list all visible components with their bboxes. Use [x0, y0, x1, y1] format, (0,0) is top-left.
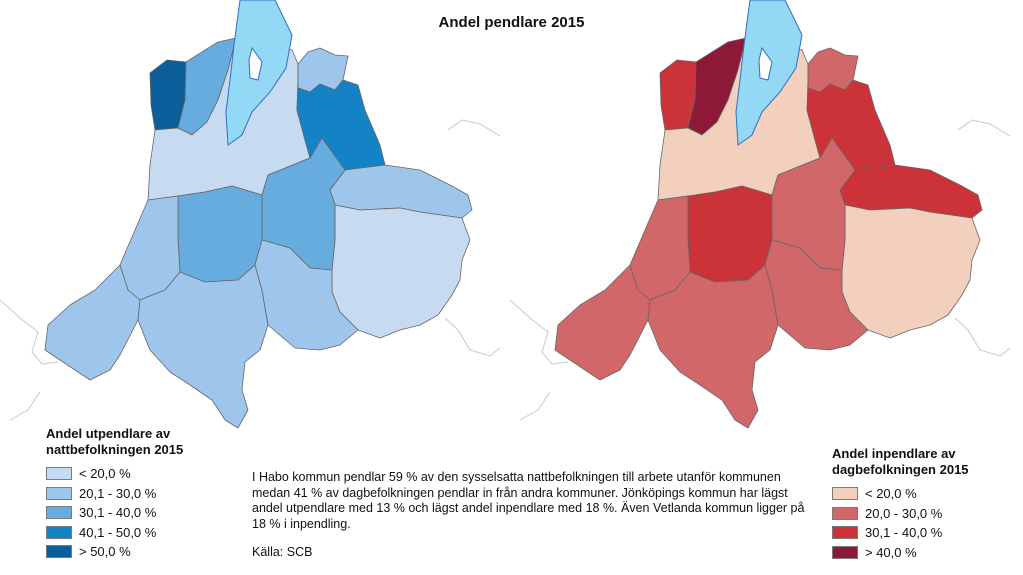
inpendling-legend-title: Andel inpendlare av dagbefolkningen 2015: [832, 446, 969, 477]
inpendling-legend-swatch: [832, 506, 858, 520]
inpendling-map: [509, 0, 1011, 429]
inpendling-legend: Andel inpendlare av dagbefolkningen 2015…: [832, 446, 969, 562]
outpendling-legend-item: < 20,0 %: [46, 464, 183, 484]
surrounding-boundary: [954, 317, 1011, 357]
inpendling-legend-item: < 20,0 %: [832, 484, 969, 504]
inpendling-legend-swatch: [832, 545, 858, 559]
outpendling-legend-item: 20,1 - 30,0 %: [46, 484, 183, 504]
region-south-east: [764, 239, 869, 351]
surrounding-boundary: [957, 119, 1011, 137]
outpendling-legend-item: 40,1 - 50,0 %: [46, 523, 183, 543]
surrounding-boundary: [519, 391, 551, 421]
region-vetlanda: [841, 204, 981, 339]
outpendling-legend-swatch: [46, 506, 72, 520]
outpendling-legend-swatch: [46, 486, 72, 500]
outpendling-legend-swatch: [46, 525, 72, 539]
region-northeast: [296, 79, 386, 171]
outpendling-legend-label: 30,1 - 40,0 %: [79, 505, 157, 521]
outpendling-legend-title: Andel utpendlare av nattbefolkningen 201…: [46, 426, 184, 457]
region-south-east: [254, 239, 359, 351]
inpendling-legend-item: > 40,0 %: [832, 543, 969, 563]
region-south-central: [137, 264, 269, 429]
surrounding-boundary: [0, 299, 59, 365]
lake-island: [248, 46, 263, 81]
outpendling-legend-label: 40,1 - 50,0 %: [79, 524, 157, 540]
outpendling-legend-swatch: [46, 545, 72, 559]
outpendling-legend-item: > 50,0 %: [46, 542, 183, 562]
surrounding-boundary: [509, 299, 569, 365]
region-vetlanda: [331, 204, 471, 339]
surrounding-boundary: [444, 317, 501, 357]
outpendling-legend-swatch: [46, 467, 72, 481]
inpendling-legend-swatch: [832, 526, 858, 540]
inpendling-legend-label: 30,1 - 40,0 %: [865, 525, 943, 541]
region-northeast: [806, 79, 896, 171]
inpendling-legend-item: 20,0 - 30,0 %: [832, 504, 969, 524]
page-title: Andel pendlare 2015: [438, 14, 585, 31]
inpendling-legend-label: > 40,0 %: [865, 544, 917, 560]
outpendling-legend-label: < 20,0 %: [79, 466, 131, 482]
source-text: Källa: SCB: [252, 545, 313, 559]
surrounding-boundary: [9, 391, 41, 421]
outpendling-legend-label: > 50,0 %: [79, 544, 131, 560]
lake-island: [758, 46, 773, 81]
surrounding-boundary: [447, 119, 501, 137]
inpendling-legend-swatch: [832, 487, 858, 501]
region-central: [177, 185, 263, 283]
info-text: I Habo kommun pendlar 59 % av den syssel…: [252, 470, 805, 531]
region-southwest: [554, 264, 651, 381]
region-southwest: [44, 264, 141, 381]
outpendling-legend-label: 20,1 - 30,0 %: [79, 485, 157, 501]
outpendling-legend: Andel utpendlare av nattbefolkningen 201…: [46, 426, 183, 562]
inpendling-legend-label: 20,0 - 30,0 %: [865, 505, 943, 521]
inpendling-legend-label: < 20,0 %: [865, 486, 917, 502]
outpendling-map: [0, 0, 501, 429]
region-central: [687, 185, 773, 283]
inpendling-legend-item: 30,1 - 40,0 %: [832, 523, 969, 543]
outpendling-legend-item: 30,1 - 40,0 %: [46, 503, 183, 523]
region-south-central: [647, 264, 779, 429]
